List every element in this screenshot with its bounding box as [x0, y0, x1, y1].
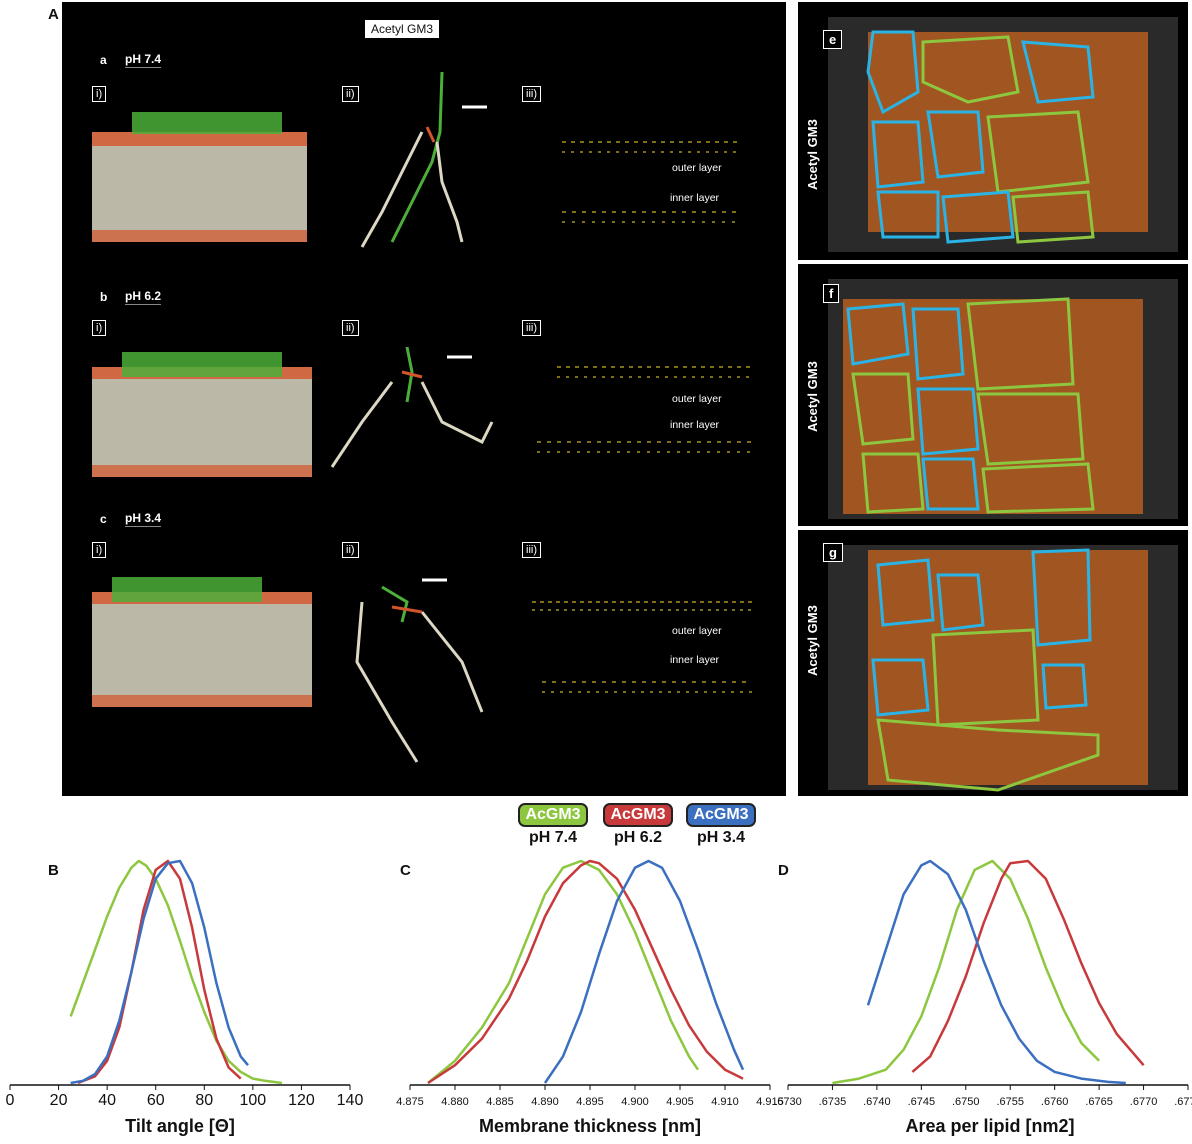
- x-tick-label: 4.885: [486, 1096, 514, 1108]
- legend-swatch-ph34: AcGM3: [686, 803, 756, 827]
- x-tick-label: .6745: [908, 1096, 936, 1108]
- panel-e-letter: e: [823, 30, 843, 49]
- x-tick-label: .6735: [819, 1096, 847, 1108]
- series-line-2: [77, 859, 242, 1085]
- series-line-1: [427, 859, 700, 1084]
- row-b-sub-iii: iii): [522, 320, 541, 336]
- panel-a-title: Acetyl GM3: [365, 20, 440, 38]
- chart-c-membrane-thickness: 4.875 4.880 4.885 4.890 4.895 4.900 4.905 4.910…: [396, 859, 784, 1136]
- x-tick-label: 60: [147, 1092, 165, 1109]
- x-tick-label: 0: [6, 1092, 15, 1109]
- panel-g-image: [798, 530, 1188, 796]
- row-b-inner-layer: inner layer: [670, 419, 720, 431]
- x-tick-label: 120: [288, 1092, 315, 1109]
- row-a-slab: [92, 112, 307, 242]
- row-a-single-lipid: [360, 71, 487, 248]
- x-tick-label: .6755: [996, 1096, 1024, 1108]
- row-a-letter: a: [100, 53, 107, 67]
- panel-e-side-label: Acetyl GM3: [805, 119, 820, 190]
- panel-a-image: [62, 2, 786, 796]
- legend-ph-74: pH 7.4: [528, 829, 577, 846]
- row-c-inner-layer: inner layer: [670, 654, 720, 666]
- panel-f-side-label: Acetyl GM3: [805, 361, 820, 432]
- x-tick-label: 100: [240, 1092, 267, 1109]
- x-tick-label: 140: [337, 1092, 364, 1109]
- x-tick-label: 4.900: [621, 1096, 649, 1108]
- panel-letter-b: B: [48, 862, 59, 879]
- row-b-sub-i: i): [92, 320, 107, 336]
- legend-ph-34: pH 3.4: [696, 829, 745, 846]
- panel-g-clusters: [828, 545, 1178, 792]
- series-line-1: [69, 859, 283, 1085]
- x-tick-label: .6740: [863, 1096, 891, 1108]
- row-c-sub-iii: iii): [522, 542, 541, 558]
- panel-letter-c: C: [400, 862, 411, 879]
- row-a-outer-layer: outer layer: [672, 162, 722, 174]
- legend-swatch-ph74: AcGM3: [518, 803, 588, 827]
- row-a-sub-ii: ii): [342, 86, 359, 102]
- row-c-ph: pH 3.4: [125, 511, 162, 527]
- row-b-slab: [92, 352, 312, 477]
- row-c-sub-i: i): [92, 542, 107, 558]
- panel-g-letter: g: [823, 543, 843, 562]
- row-a-sub-i: i): [92, 86, 107, 102]
- row-a-sub-iii: iii): [522, 86, 541, 102]
- row-a-ph: pH 7.4: [125, 52, 162, 68]
- order-parameter-vectors: [532, 141, 752, 693]
- membrane-simulation-renders: [92, 71, 752, 763]
- series-line-3: [70, 859, 249, 1085]
- x-tick-label: 4.880: [441, 1096, 469, 1108]
- row-b-outer-layer: outer layer: [672, 393, 722, 405]
- row-b-sub-ii: ii): [342, 320, 359, 336]
- series-line-2: [911, 859, 1145, 1073]
- panel-e-letter-box: e: [823, 30, 843, 49]
- panel-f-image: [798, 264, 1188, 526]
- row-a-inner-layer: inner layer: [670, 192, 720, 204]
- series-line-3: [866, 859, 1126, 1085]
- panel-letter-a: A: [48, 6, 59, 23]
- x-tick-label: .6730: [774, 1096, 802, 1108]
- x-tick-label: 40: [98, 1092, 116, 1109]
- panel-g-letter-box: g: [823, 543, 843, 562]
- x-axis-label: Tilt angle [Θ]: [125, 1116, 235, 1136]
- x-tick-label: .6760: [1041, 1096, 1069, 1108]
- x-tick-label: 4.905: [666, 1096, 694, 1108]
- row-c-sub-ii: ii): [342, 542, 359, 558]
- x-axis-label: Area per lipid [nm2]: [905, 1116, 1074, 1136]
- row-c-slab: [92, 577, 312, 707]
- x-tick-label: 4.915: [756, 1096, 784, 1108]
- row-c-outer-layer: outer layer: [672, 625, 722, 637]
- panel-e-image: [798, 2, 1188, 260]
- series-line-3: [543, 859, 745, 1084]
- panel-e-clusters: [828, 17, 1178, 252]
- legend-ph-62: pH 6.2: [613, 829, 662, 846]
- panel-f-letter: f: [823, 284, 840, 303]
- x-tick-label: 4.890: [531, 1096, 559, 1108]
- chart-b-tilt-angle: 0 20 40 60 80 100 120 140 Tilt angle [Θ]: [6, 859, 364, 1136]
- series-line-1: [832, 859, 1100, 1085]
- panel-g-side-label: Acetyl GM3: [805, 605, 820, 676]
- x-tick-label: 4.875: [396, 1096, 424, 1108]
- row-b-single-lipid: [330, 346, 494, 468]
- row-b-ph: pH 6.2: [125, 289, 162, 305]
- series-line-2: [427, 859, 744, 1085]
- x-tick-label: 4.910: [711, 1096, 739, 1108]
- x-axis-label: Membrane thickness [nm]: [479, 1116, 701, 1136]
- panel-f-clusters: [828, 279, 1178, 519]
- row-c-single-lipid: [355, 578, 484, 763]
- x-tick-label: .6770: [1130, 1096, 1158, 1108]
- x-tick-label: .6750: [952, 1096, 980, 1108]
- panel-f-letter-box: f: [823, 284, 840, 303]
- row-b-letter: b: [100, 290, 108, 304]
- x-tick-label: 80: [195, 1092, 213, 1109]
- x-tick-label: 4.895: [576, 1096, 604, 1108]
- row-c-letter: c: [100, 512, 107, 526]
- x-tick-label: .6775: [1174, 1096, 1192, 1108]
- legend-swatch-ph62: AcGM3: [603, 803, 673, 827]
- panel-letter-d: D: [778, 862, 789, 879]
- chart-d-area-per-lipid: .6730 .6735 .6740 .6745 .6750 .6755 .6760 .6765…: [774, 859, 1192, 1136]
- x-tick-label: 20: [50, 1092, 68, 1109]
- x-tick-label: .6765: [1085, 1096, 1113, 1108]
